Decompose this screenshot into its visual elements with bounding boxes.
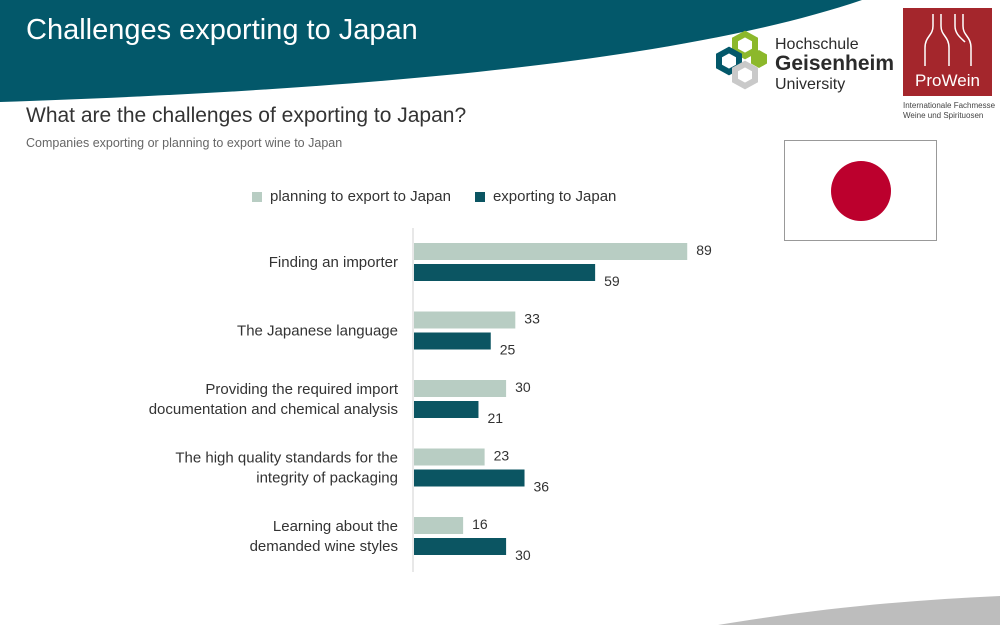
data-label-planning: 23 [494, 448, 510, 464]
data-label-planning: 89 [696, 242, 712, 258]
prowein-tagline-line2: Weine und Spirituosen [903, 111, 984, 120]
category-label-line: Learning about the [273, 518, 398, 535]
category-label: Providing the required import documentati… [149, 381, 399, 418]
category-label-line: Providing the required import [205, 381, 398, 398]
chart-legend: planning to export to Japan exporting to… [252, 188, 616, 205]
legend-label-planning: planning to export to Japan [270, 188, 451, 205]
bar-exporting [414, 401, 479, 418]
bar-planning [414, 243, 688, 260]
legend-swatch-planning [252, 191, 262, 202]
prowein-wordmark: ProWein [915, 71, 980, 90]
legend-swatch-exporting [474, 191, 485, 202]
bar-exporting [414, 264, 596, 281]
legend-label-exporting: exporting to Japan [492, 188, 617, 205]
category-label-line: documentation and chemical analysis [149, 401, 398, 418]
data-label-exporting: 25 [500, 342, 516, 358]
flag-red-disc [831, 161, 891, 221]
prowein-tagline: Internationale Fachmesse Weine und Spiri… [903, 101, 995, 121]
category-label: Learning about the demanded wine styles [250, 518, 398, 555]
bar-planning [414, 448, 485, 466]
category-label-line: demanded wine styles [250, 538, 398, 555]
bar-exporting [414, 538, 507, 555]
chart-subtitle: Companies exporting or planning to expor… [26, 136, 343, 150]
logo-text-university: University [775, 76, 846, 93]
data-label-exporting: 36 [534, 479, 550, 495]
prowein-logo: ProWein [903, 8, 992, 96]
legend-item-exporting: exporting to Japan [474, 188, 617, 205]
category-label-line: The high quality standards for the [175, 450, 398, 467]
hochschule-geisenheim-logo: Hochschule Geisenheim University [705, 30, 895, 100]
data-label-exporting: 30 [515, 547, 531, 563]
japan-flag [784, 140, 937, 241]
category-label-line: Finding an importer [269, 254, 398, 271]
category-label: The Japanese language [237, 323, 398, 340]
bar-exporting [414, 469, 525, 487]
logo-text-geisenheim: Geisenheim [775, 52, 895, 75]
wine-bottles-icon [924, 14, 972, 66]
slide-title: Challenges exporting to Japan [26, 14, 418, 46]
data-label-planning: 30 [515, 379, 531, 395]
bar-planning [414, 517, 464, 534]
bar-planning [414, 380, 507, 397]
category-label: The high quality standards for the integr… [175, 450, 398, 487]
category-label-line: integrity of packaging [256, 470, 398, 487]
category-label-line: The Japanese language [237, 323, 398, 340]
data-label-planning: 33 [524, 311, 540, 327]
logo-text-hochschule: Hochschule [775, 36, 859, 53]
data-label-exporting: 21 [487, 410, 503, 426]
data-label-exporting: 59 [604, 273, 620, 289]
hexagon-logo-icon [716, 30, 767, 90]
prowein-tagline-line1: Internationale Fachmesse [903, 101, 996, 110]
chart-question: What are the challenges of exporting to … [26, 104, 467, 127]
legend-item-planning: planning to export to Japan [252, 188, 451, 205]
bar-planning [414, 311, 516, 329]
data-label-planning: 16 [472, 516, 488, 532]
bar-exporting [414, 332, 491, 350]
category-label: Finding an importer [269, 254, 398, 271]
